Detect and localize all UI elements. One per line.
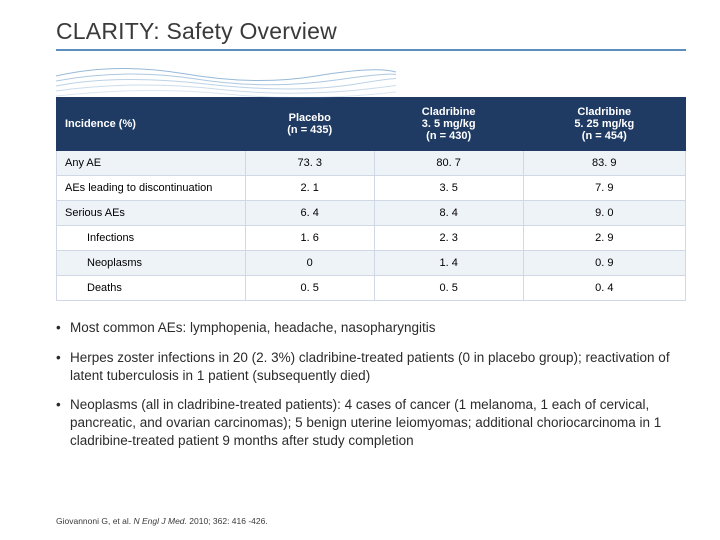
row-value: 0. 5 [245, 276, 374, 301]
row-label: Any AE [57, 151, 246, 176]
row-label: Infections [57, 226, 246, 251]
table-row: Neoplasms01. 40. 9 [57, 251, 686, 276]
title-block: CLARITY: Safety Overview [56, 18, 686, 51]
bullet-item: Most common AEs: lymphopenia, headache, … [56, 319, 686, 337]
col-header-clad-high: Cladribine5. 25 mg/kg (n = 454) [523, 98, 685, 151]
col-header-placebo-sub: (n = 435) [252, 124, 368, 136]
table-row: Serious AEs6. 48. 49. 0 [57, 201, 686, 226]
row-value: 8. 4 [374, 201, 523, 226]
row-value: 2. 1 [245, 176, 374, 201]
row-value: 0. 4 [523, 276, 685, 301]
col-header-placebo-label: Placebo [289, 112, 331, 124]
col-header-clad-low-label: Cladribine3. 5 mg/kg [422, 106, 476, 130]
page-title: CLARITY: Safety Overview [56, 18, 686, 45]
row-value: 3. 5 [374, 176, 523, 201]
col-header-incidence: Incidence (%) [57, 98, 246, 151]
row-label: Serious AEs [57, 201, 246, 226]
row-value: 0. 5 [374, 276, 523, 301]
col-header-clad-low-sub: (n = 430) [381, 130, 517, 142]
col-header-incidence-label: Incidence (%) [65, 118, 136, 130]
col-header-placebo: Placebo (n = 435) [245, 98, 374, 151]
ae-table-element: Incidence (%) Placebo (n = 435) Cladribi… [56, 97, 686, 301]
row-value: 9. 0 [523, 201, 685, 226]
col-header-clad-low: Cladribine3. 5 mg/kg (n = 430) [374, 98, 523, 151]
row-value: 0. 9 [523, 251, 685, 276]
row-value: 2. 3 [374, 226, 523, 251]
row-label: Neoplasms [57, 251, 246, 276]
row-value: 80. 7 [374, 151, 523, 176]
row-value: 7. 9 [523, 176, 685, 201]
row-value: 2. 9 [523, 226, 685, 251]
row-value: 1. 4 [374, 251, 523, 276]
row-value: 0 [245, 251, 374, 276]
table-row: Infections1. 62. 32. 9 [57, 226, 686, 251]
row-label: Deaths [57, 276, 246, 301]
row-value: 1. 6 [245, 226, 374, 251]
citation-authors: Giovannoni G, et al. [56, 516, 131, 526]
col-header-clad-high-sub: (n = 454) [530, 130, 679, 142]
citation-journal: N Engl J Med. [134, 516, 187, 526]
citation: Giovannoni G, et al. N Engl J Med. 2010;… [56, 516, 268, 526]
wave-decoration-icon [56, 66, 396, 100]
citation-rest: 2010; 362: 416 -426. [187, 516, 268, 526]
table-row: Any AE73. 380. 783. 9 [57, 151, 686, 176]
col-header-clad-high-label: Cladribine5. 25 mg/kg [574, 106, 634, 130]
bullet-item: Herpes zoster infections in 20 (2. 3%) c… [56, 349, 686, 385]
title-underline [56, 49, 686, 51]
row-label: AEs leading to discontinuation [57, 176, 246, 201]
row-value: 73. 3 [245, 151, 374, 176]
row-value: 6. 4 [245, 201, 374, 226]
bullet-item: Neoplasms (all in cladribine-treated pat… [56, 396, 686, 449]
slide: CLARITY: Safety Overview Incidence (%) P… [0, 0, 720, 540]
row-value: 83. 9 [523, 151, 685, 176]
table-row: Deaths0. 50. 50. 4 [57, 276, 686, 301]
bullet-list: Most common AEs: lymphopenia, headache, … [56, 319, 686, 450]
table-row: AEs leading to discontinuation2. 13. 57.… [57, 176, 686, 201]
ae-table: Incidence (%) Placebo (n = 435) Cladribi… [56, 97, 686, 301]
